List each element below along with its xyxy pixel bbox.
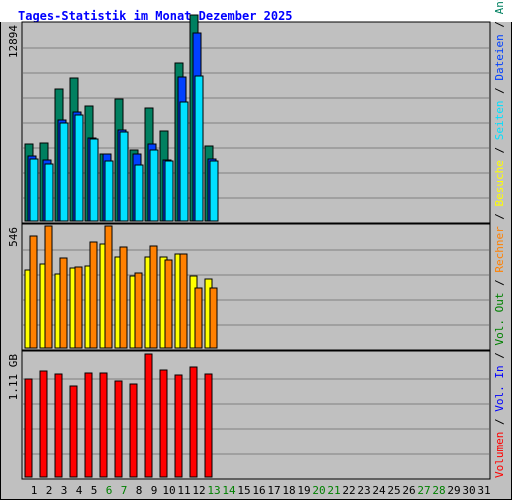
bar-seiten-day-2 <box>44 163 54 222</box>
y-max-label: 12894 <box>7 25 20 58</box>
bar-volumen-day-10 <box>159 369 168 478</box>
bar-seiten-day-6 <box>104 160 114 222</box>
x-tick-label-day-31: 31 <box>477 484 490 497</box>
x-tick-label-day-18: 18 <box>282 484 295 497</box>
legend-separator: / <box>493 140 506 160</box>
bar-rechner-day-4 <box>74 266 83 349</box>
x-tick-label-day-23: 23 <box>357 484 370 497</box>
bar-rechner-day-11 <box>179 253 188 349</box>
bar-rechner-day-10 <box>164 259 173 349</box>
bar-rechner-day-3 <box>59 257 68 349</box>
bar-volumen-day-1 <box>24 378 33 478</box>
bar-volumen-day-13 <box>204 373 213 478</box>
legend-separator: / <box>493 81 506 101</box>
bar-volumen-day-5 <box>84 372 93 478</box>
legend-separator: / <box>493 412 506 432</box>
bar-volumen-day-12 <box>189 366 198 478</box>
x-tick-label-day-28: 28 <box>432 484 445 497</box>
bar-seiten-day-10 <box>164 160 174 222</box>
bar-rechner-day-5 <box>89 241 98 349</box>
x-tick-label-day-16: 16 <box>252 484 265 497</box>
x-tick-label-day-10: 10 <box>162 484 175 497</box>
bar-seiten-day-12 <box>194 75 204 222</box>
bar-seiten-day-8 <box>134 164 144 222</box>
x-tick-label-day-25: 25 <box>387 484 400 497</box>
x-tick-label-day-20: 20 <box>312 484 325 497</box>
bar-seiten-day-13 <box>209 160 219 222</box>
legend-entry-seiten: Seiten <box>493 100 506 140</box>
bar-rechner-day-2 <box>44 225 53 349</box>
x-tick-label-day-19: 19 <box>297 484 310 497</box>
x-tick-label-day-24: 24 <box>372 484 386 497</box>
bar-seiten-day-11 <box>179 101 189 222</box>
bar-rechner-day-6 <box>104 225 113 349</box>
legend-separator: / <box>493 206 506 226</box>
bar-seiten-day-7 <box>119 131 129 222</box>
x-tick-label-day-12: 12 <box>192 484 205 497</box>
x-tick-label-day-22: 22 <box>342 484 355 497</box>
bar-seiten-day-9 <box>149 149 159 222</box>
x-tick-label-day-30: 30 <box>462 484 475 497</box>
x-tick-label-day-29: 29 <box>447 484 460 497</box>
legend-separator: / <box>493 273 506 293</box>
x-tick-label-day-21: 21 <box>327 484 340 497</box>
x-tick-label-day-5: 5 <box>91 484 98 497</box>
x-tick-label-day-4: 4 <box>76 484 83 497</box>
legend-entry-vol_out: Vol. Out <box>493 293 506 346</box>
legend-entry-besuche: Besuche <box>493 160 506 206</box>
y-max-label: 1.11 GB <box>7 354 20 401</box>
x-tick-label-day-2: 2 <box>46 484 53 497</box>
bar-rechner-day-13 <box>209 287 218 349</box>
bar-volumen-day-8 <box>129 383 138 478</box>
x-tick-label-day-7: 7 <box>121 484 128 497</box>
bar-seiten-day-5 <box>89 138 99 222</box>
legend-separator: / <box>493 14 506 34</box>
x-tick-label-day-6: 6 <box>106 484 113 497</box>
x-tick-label-day-8: 8 <box>136 484 143 497</box>
legend-entry-volumen: Volumen <box>493 432 506 478</box>
right-legend: Volumen / Vol. In / Vol. Out / Rechner /… <box>493 0 506 478</box>
x-tick-label-day-17: 17 <box>267 484 280 497</box>
bar-seiten-day-1 <box>29 158 39 222</box>
bar-volumen-day-9 <box>144 353 153 478</box>
x-tick-label-day-11: 11 <box>177 484 190 497</box>
bar-volumen-day-3 <box>54 373 63 478</box>
x-tick-label-day-9: 9 <box>151 484 158 497</box>
x-tick-label-day-13: 13 <box>207 484 220 497</box>
bar-rechner-day-9 <box>149 245 158 349</box>
bar-rechner-day-1 <box>29 235 38 349</box>
legend-entry-anfragen: Anfragen <box>493 0 506 14</box>
x-tick-label-day-14: 14 <box>222 484 236 497</box>
bar-seiten-day-3 <box>59 122 69 222</box>
chart-title: Tages-Statistik im Monat Dezember 2025 <box>0 0 512 23</box>
bar-seiten-day-4 <box>74 114 84 222</box>
x-tick-label-day-15: 15 <box>237 484 250 497</box>
x-tick-label-day-26: 26 <box>402 484 415 497</box>
legend-entry-vol_in: Vol. In <box>493 365 506 411</box>
legend-entry-rechner: Rechner <box>493 226 506 273</box>
legend-separator: / <box>493 346 506 366</box>
bar-volumen-day-4 <box>69 385 78 478</box>
bar-volumen-day-6 <box>99 372 108 478</box>
bar-rechner-day-7 <box>119 246 128 349</box>
legend-entry-dateien: Dateien <box>493 34 506 80</box>
x-tick-label-day-3: 3 <box>61 484 68 497</box>
y-max-label: 546 <box>7 227 20 247</box>
x-tick-label-day-1: 1 <box>31 484 38 497</box>
bar-volumen-day-7 <box>114 380 123 478</box>
bar-rechner-day-8 <box>134 272 143 349</box>
bar-rechner-day-12 <box>194 287 203 349</box>
bar-volumen-day-11 <box>174 374 183 478</box>
x-tick-label-day-27: 27 <box>417 484 430 497</box>
bar-volumen-day-2 <box>39 370 48 478</box>
